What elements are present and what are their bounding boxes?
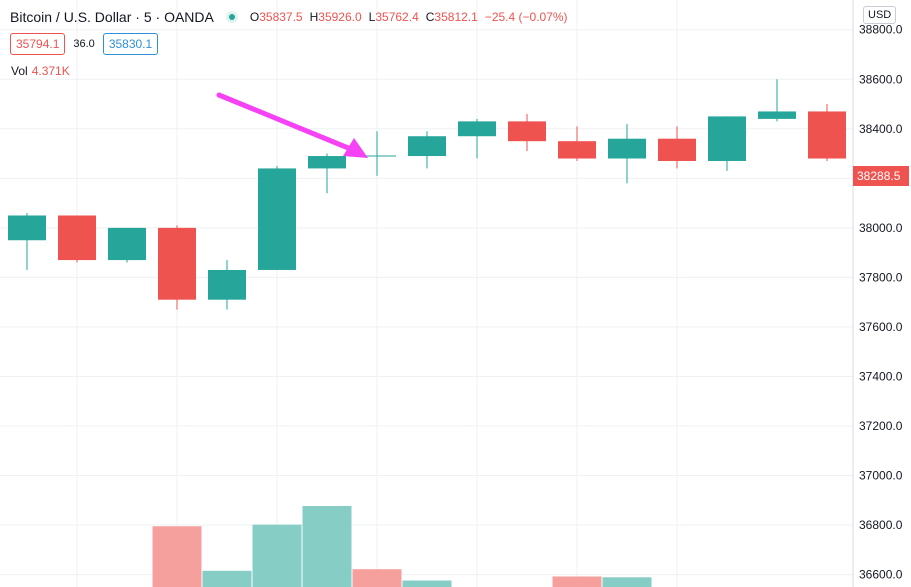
candle — [158, 225, 196, 310]
currency-button[interactable]: USD — [863, 6, 897, 24]
ohlc-values: O35837.5 H35926.0 L35762.4 C35812.1 −25.… — [250, 10, 568, 24]
candle-body — [108, 227, 146, 261]
candle-body — [708, 116, 746, 161]
candle — [708, 116, 746, 171]
change-value: −25.4 (−0.07%) — [484, 10, 568, 24]
candle-body — [808, 111, 846, 159]
buy-button[interactable]: 35830.1 — [102, 33, 159, 55]
volume-bars — [152, 506, 652, 587]
y-tick-label: 36800.0 — [859, 518, 903, 532]
candle — [658, 126, 696, 169]
candle — [508, 113, 546, 152]
candle-body — [758, 111, 796, 119]
low-value: 35762.4 — [375, 10, 419, 24]
y-tick-label: 37800.0 — [859, 270, 903, 284]
y-tick-label: 37200.0 — [859, 419, 903, 433]
spread-value: 36.0 — [73, 38, 95, 50]
candle-body — [408, 136, 446, 157]
volume-value: 4.371K — [31, 64, 70, 78]
y-tick-label: 38600.0 — [859, 72, 903, 86]
open-value: 35837.5 — [259, 10, 303, 24]
exchange-label: OANDA — [164, 9, 214, 25]
y-tick-label: 38400.0 — [859, 122, 903, 136]
low-key: L — [368, 10, 376, 24]
symbol-name: Bitcoin / U.S. Dollar — [10, 9, 132, 25]
open-key: O — [249, 10, 260, 24]
y-tick-label: 37600.0 — [859, 320, 903, 334]
candle-body — [558, 141, 596, 159]
symbol-title[interactable]: Bitcoin / U.S. Dollar · 5 · OANDA — [10, 9, 214, 25]
volume-bar — [302, 506, 352, 587]
high-key: H — [309, 10, 319, 24]
y-tick-label: 38000.0 — [859, 221, 903, 235]
candle — [558, 126, 596, 161]
price-axis: 38800.038600.038400.038200.038000.037800… — [852, 0, 903, 587]
candle-body — [258, 168, 296, 270]
volume-legend[interactable]: Vol 4.371K — [11, 64, 70, 78]
close-value: 35812.1 — [434, 10, 478, 24]
y-tick-label: 36600.0 — [859, 568, 903, 582]
candle-body — [308, 156, 346, 169]
candle-body — [458, 121, 496, 137]
y-tick-label: 37400.0 — [859, 369, 903, 383]
candle — [108, 227, 146, 263]
candle — [208, 260, 246, 310]
quote-row: 35794.1 36.0 35830.1 — [10, 33, 159, 55]
candle — [608, 123, 646, 184]
volume-bar — [552, 576, 602, 587]
volume-bar — [202, 570, 252, 587]
chart-grid — [0, 0, 853, 587]
arrow-shaft — [216, 92, 361, 155]
candle — [758, 79, 796, 122]
legend-separator: · — [155, 9, 161, 25]
legend-separator: · — [135, 9, 140, 25]
volume-bar — [152, 526, 202, 587]
y-tick-label: 38800.0 — [859, 23, 903, 37]
candle — [258, 165, 296, 270]
arrow-head — [343, 138, 368, 158]
interval-label: 5 — [143, 9, 152, 25]
volume-bar — [602, 577, 652, 587]
candle-body — [508, 121, 546, 142]
candle — [408, 131, 446, 169]
candle-body — [8, 215, 46, 241]
candle-body — [158, 227, 196, 300]
candle — [458, 118, 496, 159]
market-status-icon[interactable] — [225, 11, 238, 23]
volume-bar — [402, 580, 452, 587]
close-key: C — [425, 10, 435, 24]
candlesticks — [8, 79, 846, 310]
candle — [8, 213, 46, 270]
candle-body — [658, 138, 696, 161]
candle-body — [608, 138, 646, 159]
chart-legend: Bitcoin / U.S. Dollar · 5 · OANDA O35837… — [10, 7, 568, 27]
sell-button[interactable]: 35794.1 — [10, 33, 66, 55]
candle — [808, 104, 846, 161]
high-value: 35926.0 — [318, 10, 362, 24]
candle-body — [208, 269, 246, 300]
y-tick-label: 37000.0 — [859, 469, 903, 483]
volume-label: Vol — [11, 64, 28, 78]
annotation-arrow — [216, 92, 368, 158]
last-price-label: 38288.5 — [853, 166, 909, 186]
candle — [58, 215, 96, 263]
volume-bar — [252, 524, 302, 587]
volume-bar — [352, 569, 402, 587]
candle — [308, 153, 346, 194]
candle-body — [58, 215, 96, 261]
